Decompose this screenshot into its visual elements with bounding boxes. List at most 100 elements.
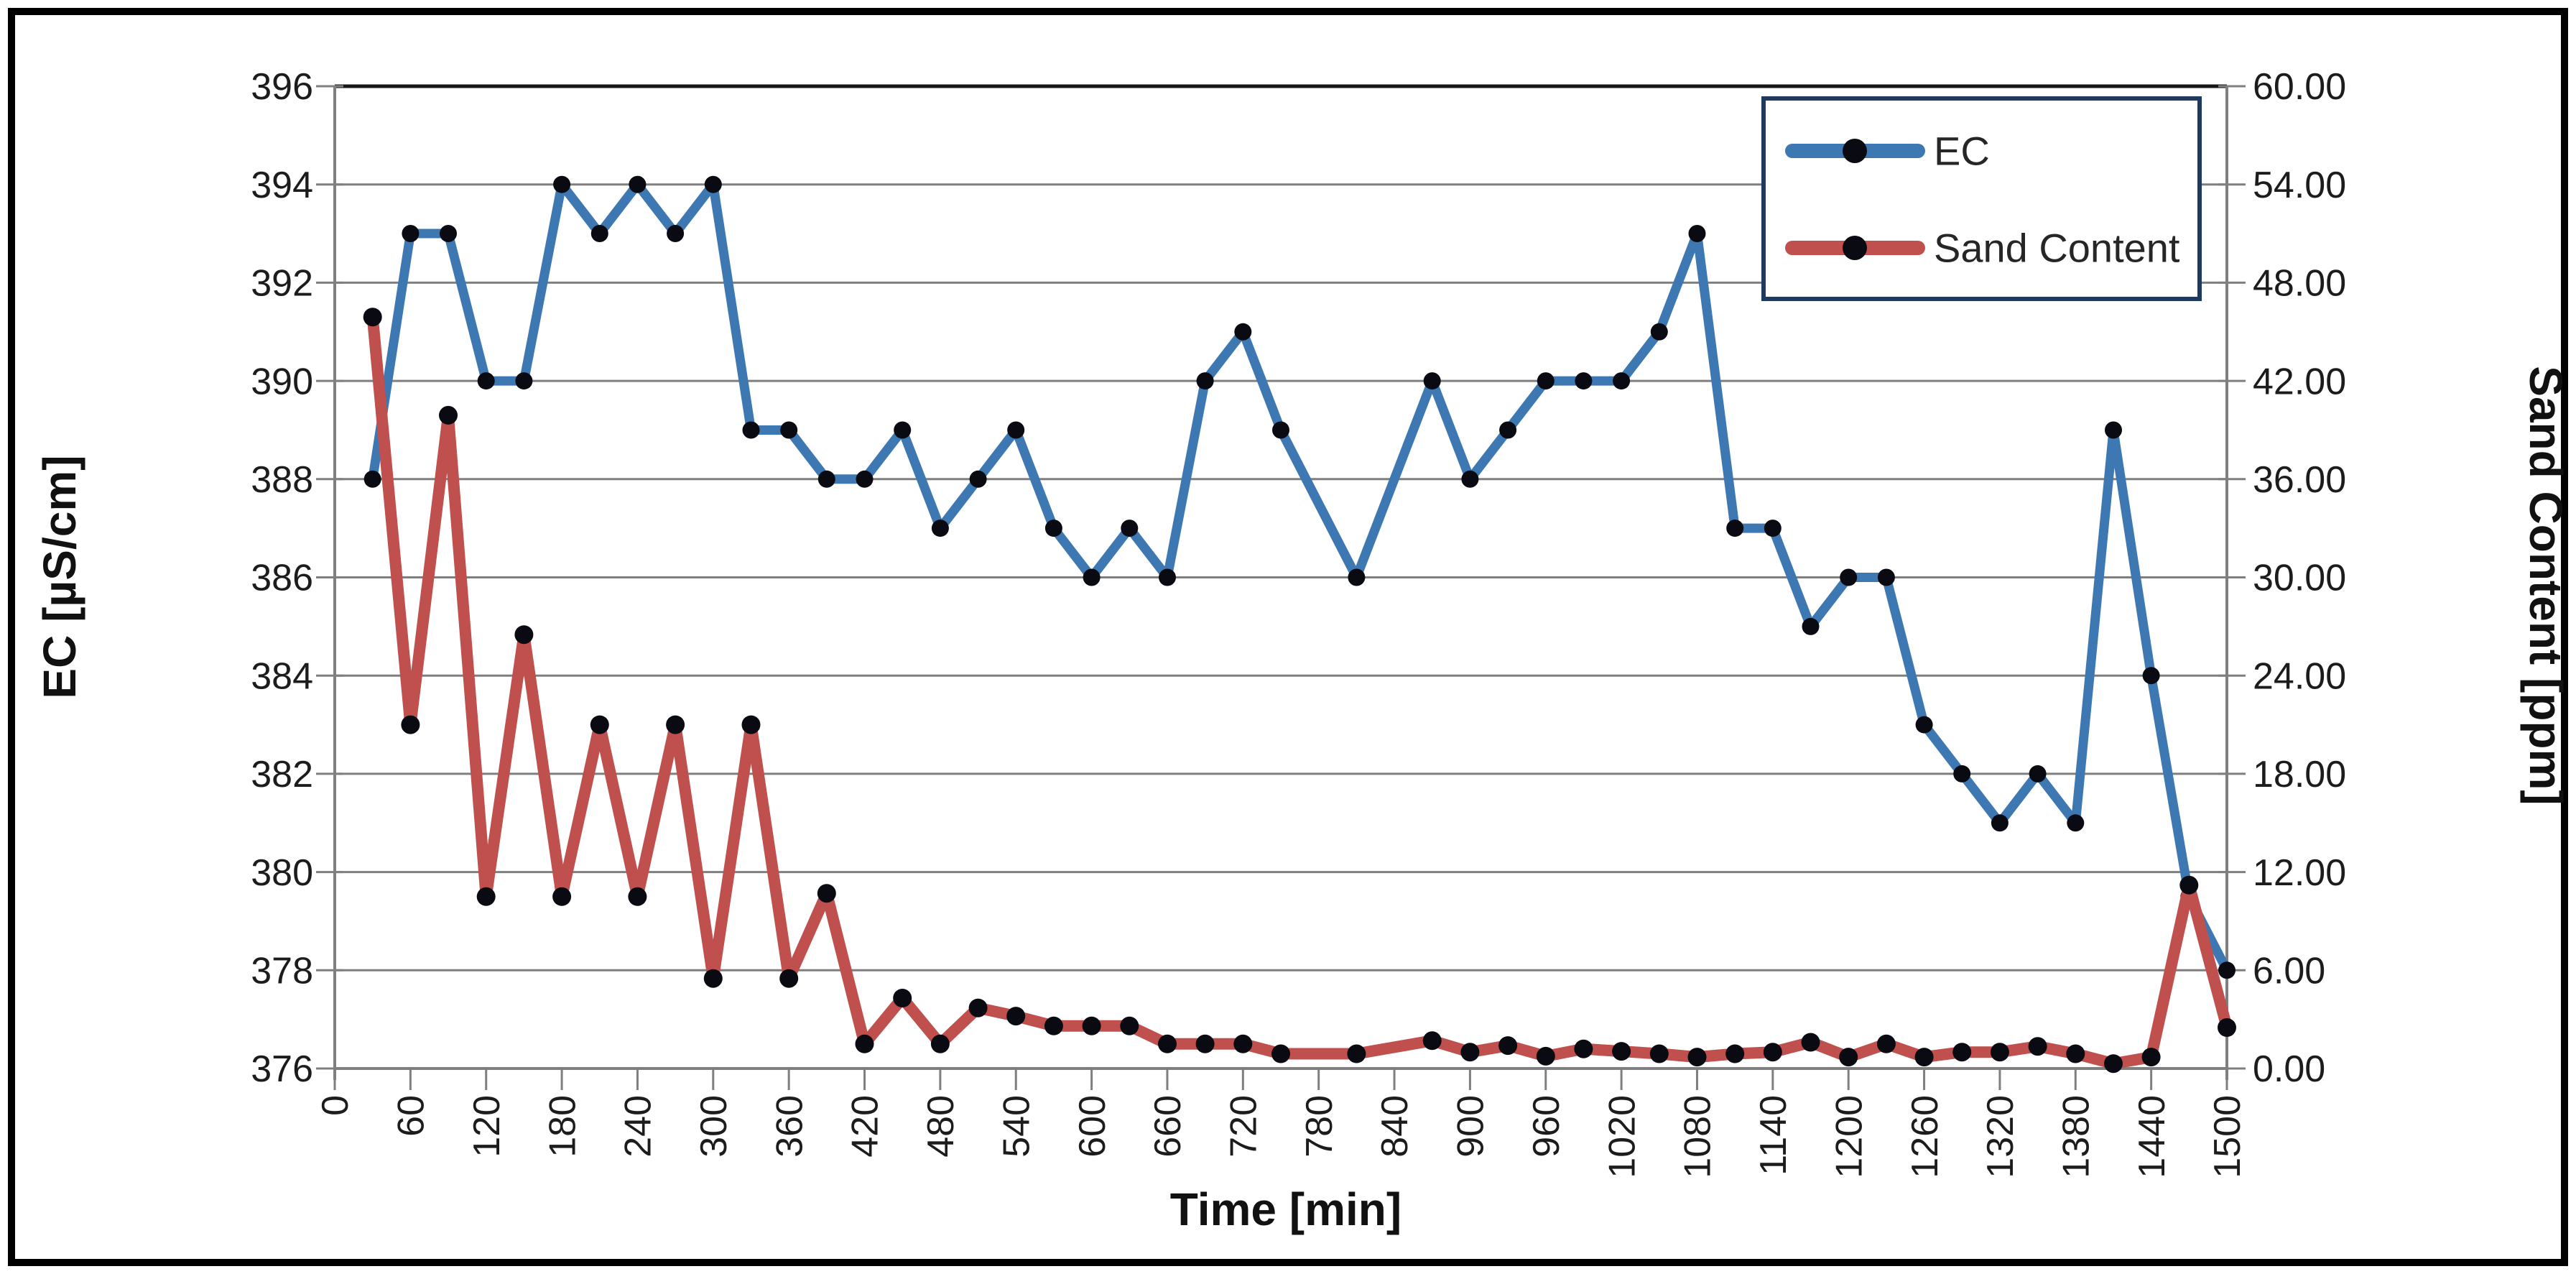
x-tick-label: 1200 bbox=[1828, 1095, 1870, 1178]
x-tick-label: 0 bbox=[315, 1095, 356, 1116]
ec-point bbox=[704, 175, 722, 193]
y-right-tick-label: 0.00 bbox=[2253, 1048, 2325, 1090]
sand-point bbox=[1725, 1044, 1745, 1063]
ec-point bbox=[1537, 372, 1555, 390]
ec-point bbox=[590, 225, 608, 242]
sand-point bbox=[1952, 1043, 1972, 1062]
y-left-tick-label: 396 bbox=[251, 66, 313, 108]
ec-point bbox=[1802, 617, 1820, 635]
y-left-tick-label: 392 bbox=[251, 263, 313, 305]
sand-point bbox=[1574, 1039, 1593, 1058]
ec-point bbox=[1953, 765, 1971, 783]
legend-sand-marker-icon bbox=[1843, 236, 1867, 260]
ec-point bbox=[1688, 225, 1706, 242]
sand-point bbox=[2179, 875, 2199, 895]
sand-point bbox=[666, 715, 685, 734]
sand-point bbox=[439, 405, 458, 425]
x-tick-label: 600 bbox=[1072, 1095, 1113, 1158]
sand-point bbox=[552, 887, 572, 906]
sand-point bbox=[2141, 1048, 2161, 1067]
ec-point bbox=[2105, 421, 2122, 439]
y-right-tick-label: 54.00 bbox=[2253, 165, 2346, 206]
x-tick-label: 540 bbox=[996, 1095, 1037, 1158]
y-right-tick-label: 24.00 bbox=[2253, 655, 2346, 697]
ec-point bbox=[1613, 372, 1631, 390]
legend: EC Sand Content bbox=[1761, 96, 2202, 301]
y-left-tick-label: 390 bbox=[251, 361, 313, 402]
x-tick-label: 780 bbox=[1299, 1095, 1340, 1158]
sand-point bbox=[1082, 1016, 1101, 1035]
legend-sand-label: Sand Content bbox=[1934, 226, 2180, 271]
sand-point bbox=[1460, 1043, 1480, 1062]
y-axis-right-title: Sand Content [ppm] bbox=[2520, 366, 2572, 805]
x-axis-title: Time [min] bbox=[1170, 1183, 1401, 1235]
sand-point bbox=[1649, 1044, 1669, 1063]
sand-point bbox=[1914, 1048, 1934, 1067]
figure-border bbox=[8, 8, 2568, 1266]
legend-ec-marker-icon bbox=[1843, 139, 1867, 163]
sand-point bbox=[1801, 1033, 1820, 1052]
x-tick-label: 1500 bbox=[2207, 1095, 2248, 1178]
sand-point bbox=[855, 1034, 874, 1053]
sand-point bbox=[1990, 1043, 2009, 1062]
ec-point bbox=[742, 421, 760, 439]
sand-point bbox=[1120, 1016, 1139, 1035]
ec-line bbox=[368, 180, 2232, 975]
y-right-tick-label: 18.00 bbox=[2253, 754, 2346, 795]
ec-point bbox=[1234, 323, 1252, 341]
sand-point bbox=[363, 308, 382, 327]
ec-point bbox=[1196, 372, 1214, 390]
ec-point bbox=[931, 520, 949, 537]
x-tick-label: 300 bbox=[693, 1095, 735, 1158]
ec-point bbox=[1461, 470, 1479, 488]
y-right-tick-label: 12.00 bbox=[2253, 852, 2346, 894]
x-tick-label: 1440 bbox=[2131, 1095, 2173, 1178]
sand-point bbox=[1271, 1044, 1290, 1063]
ec-point bbox=[553, 175, 571, 193]
y-left-tick-label: 378 bbox=[251, 951, 313, 992]
ec-point bbox=[2142, 667, 2160, 685]
ec-point bbox=[402, 225, 420, 242]
ec-point bbox=[969, 470, 987, 488]
sand-point bbox=[628, 887, 647, 906]
y-axis-left-title: EC [µS/cm] bbox=[34, 455, 85, 698]
sand-point bbox=[1422, 1031, 1442, 1051]
y-left-tick-label: 386 bbox=[251, 558, 313, 599]
sand-point bbox=[779, 969, 799, 988]
ec-point bbox=[1726, 520, 1744, 537]
x-tick-label: 120 bbox=[466, 1095, 508, 1158]
ec-point bbox=[1575, 372, 1593, 390]
x-tick-label: 840 bbox=[1374, 1095, 1416, 1158]
ec-point bbox=[1915, 716, 1933, 734]
ec-point bbox=[1499, 421, 1517, 439]
sand-point bbox=[703, 969, 723, 988]
sand-point bbox=[1006, 1007, 1026, 1026]
sand-point bbox=[590, 715, 609, 734]
sand-point bbox=[1687, 1048, 1707, 1067]
legend-ec-label: EC bbox=[1934, 129, 1990, 174]
sand-point bbox=[2104, 1054, 2123, 1074]
sand-point bbox=[2066, 1044, 2085, 1063]
ec-point bbox=[780, 421, 798, 439]
ec-point bbox=[856, 470, 874, 488]
ec-point bbox=[1044, 520, 1062, 537]
x-tick-label: 420 bbox=[845, 1095, 886, 1158]
ec-point bbox=[1877, 568, 1895, 586]
x-tick-label: 60 bbox=[391, 1095, 432, 1137]
sand-point bbox=[1498, 1036, 1518, 1056]
sand-point bbox=[893, 989, 912, 1007]
legend-box bbox=[1761, 96, 2202, 301]
sand-point bbox=[476, 887, 496, 906]
sand-point bbox=[1158, 1034, 1177, 1053]
plot-area: 0 60 120 180 240 300 360 420 480 540 600 660 720 780 8… bbox=[251, 66, 2346, 1178]
sand-point bbox=[1536, 1046, 1555, 1066]
x-tick-label: 660 bbox=[1147, 1095, 1189, 1158]
sand-point bbox=[1612, 1042, 1631, 1061]
y-right-tick-label: 30.00 bbox=[2253, 558, 2346, 599]
y-left-tick-label: 394 bbox=[251, 165, 313, 206]
ec-point bbox=[1007, 421, 1025, 439]
y-left-tick-label: 376 bbox=[251, 1048, 313, 1090]
ec-point bbox=[1650, 323, 1668, 341]
sand-point bbox=[930, 1034, 950, 1053]
